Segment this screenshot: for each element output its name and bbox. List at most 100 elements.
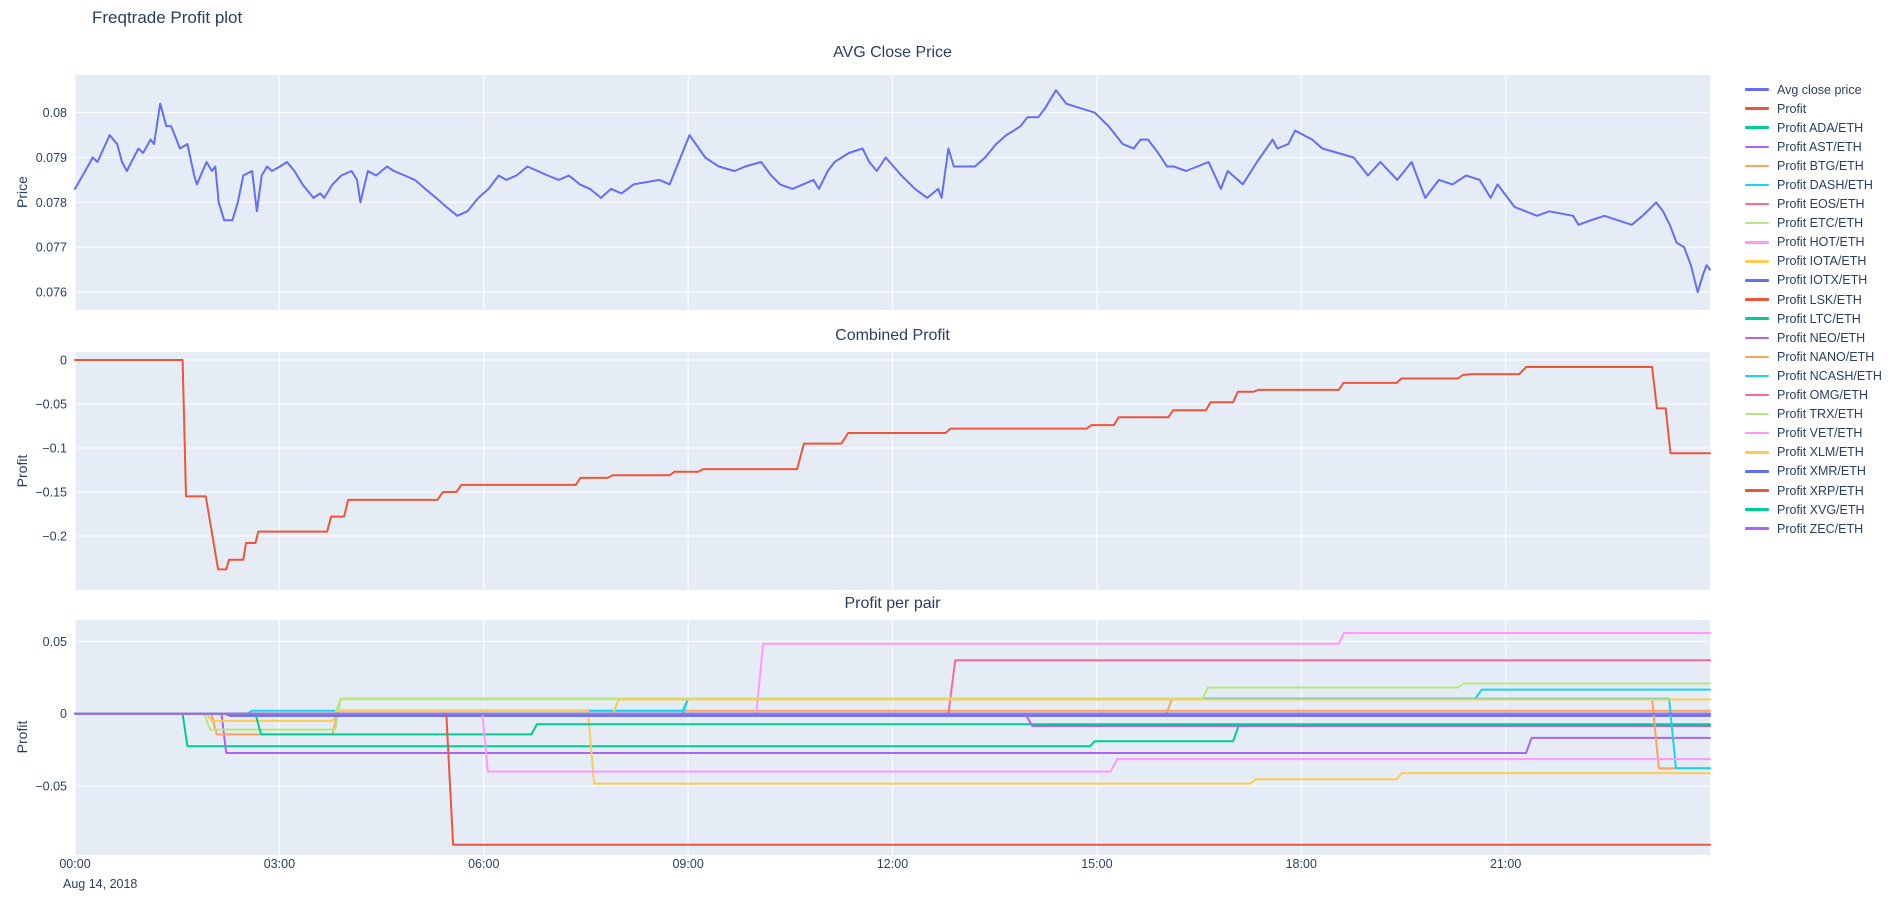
legend-item-profit-vet-eth[interactable]: Profit VET/ETH [1745,424,1882,443]
legend-item-profit-etc-eth[interactable]: Profit ETC/ETH [1745,214,1882,233]
legend-swatch-icon [1745,317,1769,320]
subplot-avg-close-price: 0.08 0.079 0.078 0.077 0.076 [36,75,1711,310]
series-profit-ada-eth [74,712,1711,748]
legend-swatch-icon [1745,451,1769,454]
legend-swatch-icon [1745,241,1769,244]
legend-item-profit-iotx-eth[interactable]: Profit IOTX/ETH [1745,271,1882,290]
legend-swatch-icon [1745,431,1769,435]
legend-item-profit-nano-eth[interactable]: Profit NANO/ETH [1745,347,1882,366]
legend-item-label: Profit NEO/ETH [1777,330,1866,345]
x-tick-label: 12:00 [877,857,908,871]
legend-item-profit-ltc-eth[interactable]: Profit LTC/ETH [1745,309,1882,328]
legend-swatch-icon [1745,202,1769,206]
legend-item-profit-zec-eth[interactable]: Profit ZEC/ETH [1745,519,1882,538]
y-tick-label: −0.15 [35,485,67,499]
legend-item-label: Profit LSK/ETH [1777,292,1862,307]
legend-item-label: Profit NANO/ETH [1777,349,1875,364]
legend-item-label: Profit DASH/ETH [1777,178,1873,193]
legend-swatch-icon [1745,145,1769,149]
legend-item-profit-trx-eth[interactable]: Profit TRX/ETH [1745,405,1882,424]
legend-swatch-icon [1745,88,1769,91]
legend-item-profit-xlm-eth[interactable]: Profit XLM/ETH [1745,443,1882,462]
legend-swatch-icon [1745,183,1769,187]
legend-item-label: Profit VET/ETH [1777,426,1863,441]
legend-swatch-icon [1745,470,1769,473]
x-tick-label: 18:00 [1286,857,1317,871]
legend-item-label: Profit IOTA/ETH [1777,254,1867,269]
legend-item-label: Profit OMG/ETH [1777,388,1868,403]
x-tick-label: 00:00 [59,857,90,871]
legend-item-profit-dash-eth[interactable]: Profit DASH/ETH [1745,175,1882,194]
legend-item-label: Profit NCASH/ETH [1777,368,1882,383]
legend-item-profit-lsk-eth[interactable]: Profit LSK/ETH [1745,290,1882,309]
legend-item-profit-omg-eth[interactable]: Profit OMG/ETH [1745,386,1882,405]
legend-item-profit-ast-eth[interactable]: Profit AST/ETH [1745,137,1882,156]
y-tick-label: 0.079 [36,151,67,165]
legend-item-label: Profit BTG/ETH [1777,158,1864,173]
legend-item-profit-xrp-eth[interactable]: Profit XRP/ETH [1745,481,1882,500]
legend-swatch-icon [1745,221,1769,225]
legend-swatch-icon [1745,489,1769,492]
legend-item-profit-iota-eth[interactable]: Profit IOTA/ETH [1745,252,1882,271]
x-tick-label: 03:00 [264,857,295,871]
legend-swatch-icon [1745,412,1769,416]
legend-item-label: Profit LTC/ETH [1777,311,1861,326]
legend-item-avg-close-price[interactable]: Avg close price [1745,80,1882,99]
y-tick-label: −0.1 [42,441,67,455]
legend-item-label: Profit [1777,101,1807,116]
subplot-title-combined-profit: Combined Profit [835,327,950,344]
x-axis-date-annotation: Aug 14, 2018 [63,877,137,891]
legend-item-label: Profit AST/ETH [1777,139,1862,154]
y-tick-label: 0 [60,707,67,721]
legend-item-label: Profit IOTX/ETH [1777,273,1868,288]
legend-item-label: Profit HOT/ETH [1777,235,1865,250]
legend-swatch-icon [1745,355,1769,359]
series-profit-trx-eth [74,682,1711,715]
legend-item-label: Profit XLM/ETH [1777,445,1864,460]
series-profit [74,359,1711,571]
legend-item-profit-xmr-eth[interactable]: Profit XMR/ETH [1745,462,1882,481]
y-tick-label: 0.08 [43,106,67,120]
legend-item-label: Avg close price [1777,82,1862,97]
legend-swatch-icon [1745,508,1769,511]
legend-item-profit-btg-eth[interactable]: Profit BTG/ETH [1745,156,1882,175]
y-tick-label: −0.2 [42,529,67,543]
legend-swatch-icon [1745,393,1769,397]
y-tick-label: 0.078 [36,196,67,210]
y-tick-label: −0.05 [35,780,67,794]
subplot-profit-per-pair: 0.05 0 −0.05 [35,620,1711,855]
legend-item-label: Profit XRP/ETH [1777,483,1864,498]
x-tick-label: 15:00 [1081,857,1112,871]
y-tick-label: 0.076 [36,286,67,300]
legend-item-profit-hot-eth[interactable]: Profit HOT/ETH [1745,233,1882,252]
legend-swatch-icon [1745,279,1769,282]
x-tick-label: 06:00 [468,857,499,871]
y-tick-label: 0.077 [36,241,67,255]
legend-swatch-icon [1745,126,1769,129]
legend-item-profit-xvg-eth[interactable]: Profit XVG/ETH [1745,500,1882,519]
legend-swatch-icon [1745,107,1769,110]
legend-item-profit-ada-eth[interactable]: Profit ADA/ETH [1745,118,1882,137]
legend-swatch-icon [1745,527,1769,530]
legend-item-label: Profit XVG/ETH [1777,502,1865,517]
legend-item-profit-neo-eth[interactable]: Profit NEO/ETH [1745,328,1882,347]
legend-swatch-icon [1745,260,1769,263]
legend-item-label: Profit ETC/ETH [1777,216,1864,231]
legend-item-label: Profit TRX/ETH [1777,407,1863,422]
y-tick-label: 0 [60,354,67,368]
legend-swatch-icon [1745,298,1769,301]
legend-item-profit-ncash-eth[interactable]: Profit NCASH/ETH [1745,366,1882,385]
y-tick-label: −0.05 [35,397,67,411]
page-title: Freqtrade Profit plot [92,8,243,27]
series-profit-iota-eth [74,709,1711,785]
legend-swatch-icon [1745,374,1769,378]
legend-item-profit-eos-eth[interactable]: Profit EOS/ETH [1745,195,1882,214]
subplot-title-profit-per-pair: Profit per pair [844,595,941,612]
legend-item-label: Profit XMR/ETH [1777,464,1866,479]
x-tick-label: 09:00 [672,857,703,871]
subplot-title-avg-close-price: AVG Close Price [833,44,952,61]
y-tick-label: 0.05 [43,635,67,649]
legend-item-profit[interactable]: Profit [1745,99,1882,118]
